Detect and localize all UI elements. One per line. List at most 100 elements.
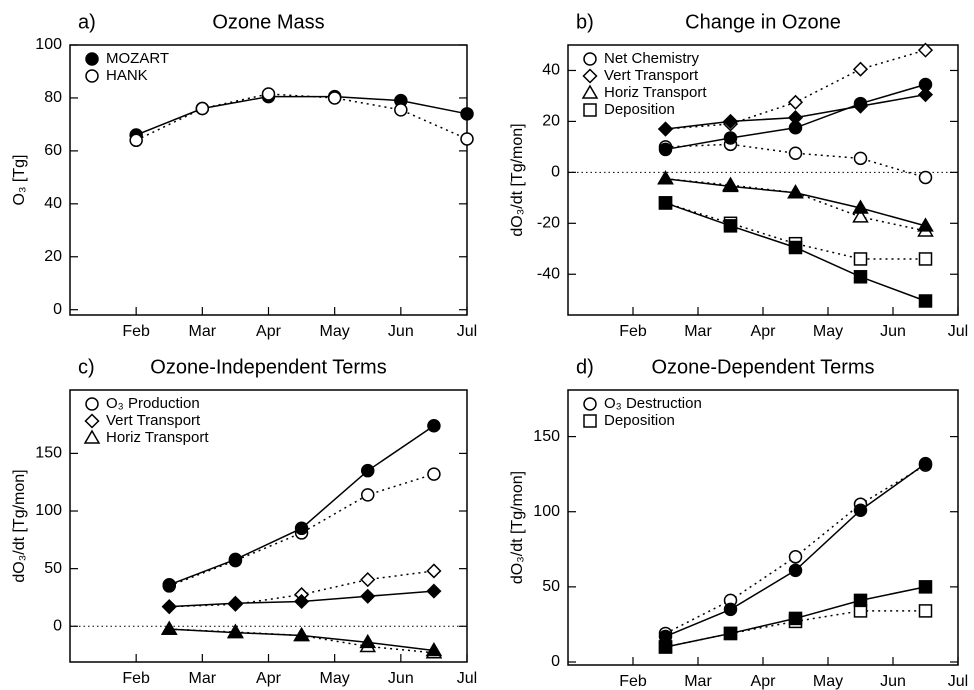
panel: a) Ozone Mass O₃ [Tg] 0 20 40 60 80 100 Feb Mar Apr… — [11, 11, 477, 340]
marker — [293, 627, 310, 642]
legend-label: Vert Transport — [604, 67, 699, 84]
marker — [917, 87, 934, 103]
x-tick-label: May — [320, 670, 350, 687]
marker — [658, 196, 673, 210]
marker — [228, 552, 243, 567]
marker — [658, 640, 673, 654]
marker — [918, 170, 933, 185]
series-line — [665, 463, 926, 638]
marker — [787, 94, 804, 110]
marker — [788, 563, 803, 578]
marker — [294, 593, 310, 610]
legend-label: Deposition — [604, 412, 675, 429]
marker — [788, 146, 803, 161]
panel-label: b) — [576, 11, 594, 33]
x-tick-label: May — [320, 323, 350, 340]
y-tick-label: 100 — [35, 502, 62, 519]
legend-marker — [85, 52, 99, 66]
x-tick-label: Mar — [189, 323, 217, 340]
marker — [722, 113, 739, 129]
legend-label: Horiz Transport — [604, 84, 707, 101]
marker — [723, 131, 738, 145]
y-axis-label: O₃ [Tg] — [11, 155, 28, 206]
x-tick-label: Jul — [948, 673, 968, 690]
x-tick-label: Feb — [122, 670, 150, 687]
plot-frame — [567, 389, 959, 666]
chart-title: Ozone-Dependent Terms — [651, 356, 874, 378]
marker — [327, 91, 342, 105]
y-tick-label: 100 — [533, 503, 560, 520]
marker — [723, 602, 738, 617]
marker — [917, 42, 934, 58]
x-tick-label: Jun — [388, 670, 414, 687]
x-tick-label: Feb — [619, 673, 647, 690]
x-tick-label: Jun — [880, 673, 906, 690]
marker — [917, 217, 934, 232]
x-tick-label: Jul — [457, 670, 477, 687]
legend-marker — [583, 397, 597, 411]
x-tick-label: Mar — [189, 670, 217, 687]
y-tick-label: -40 — [537, 265, 560, 282]
legend-label: Horiz Transport — [106, 429, 209, 446]
legend-label: HANK — [106, 67, 148, 84]
legend-marker — [83, 429, 101, 444]
x-tick-label: Mar — [684, 673, 712, 690]
y-tick-label: 40 — [44, 195, 62, 212]
marker — [918, 252, 933, 266]
legend-label: O₃ Production — [106, 395, 200, 412]
y-axis-label: dO₃/dt [Tg/mon] — [11, 469, 28, 582]
y-tick-label: 150 — [35, 445, 62, 462]
marker — [427, 418, 441, 433]
marker — [359, 633, 377, 649]
marker — [852, 199, 869, 214]
y-tick-label: 0 — [551, 653, 560, 670]
y-axis-label: dO₃/dt [Tg/mon] — [509, 471, 526, 584]
marker — [460, 132, 474, 146]
marker — [723, 626, 738, 641]
legend-marker — [581, 84, 599, 99]
series-line — [168, 425, 435, 586]
marker — [361, 463, 375, 478]
y-tick-label: 100 — [35, 36, 62, 53]
marker — [360, 588, 376, 604]
panel: b) Change in Ozone dO₃/dt [Tg/mon] -40 -20 0 2… — [509, 11, 968, 340]
marker — [918, 456, 933, 471]
legend-marker — [583, 103, 597, 117]
series-line — [665, 464, 926, 635]
series-line — [135, 93, 468, 141]
x-tick-label: May — [813, 323, 843, 340]
marker — [658, 142, 673, 157]
marker — [427, 467, 441, 481]
legend-label: Deposition — [604, 101, 675, 118]
y-tick-label: 20 — [542, 113, 560, 130]
panel: d) Ozone-Dependent Terms dO₃/dt [Tg/mon] 0 5… — [509, 356, 968, 690]
chart-title: Ozone-Independent Terms — [150, 356, 386, 378]
marker — [788, 611, 803, 626]
marker — [853, 151, 868, 166]
y-tick-label: 0 — [53, 301, 62, 318]
y-tick-label: 80 — [44, 89, 62, 106]
marker — [852, 61, 869, 77]
panel-label: d) — [576, 356, 594, 378]
marker — [261, 87, 276, 101]
legend-label: Vert Transport — [106, 412, 201, 429]
x-tick-label: Jul — [948, 323, 968, 340]
marker — [657, 170, 674, 185]
x-tick-label: Apr — [256, 670, 282, 687]
legend-marker — [582, 68, 598, 84]
marker — [426, 583, 442, 599]
legend-label: O₃ Destruction — [604, 395, 702, 412]
marker — [918, 604, 933, 618]
x-tick-label: Apr — [751, 323, 777, 340]
x-tick-label: Feb — [619, 323, 647, 340]
x-tick-label: Feb — [122, 323, 150, 340]
chart-title: Ozone Mass — [212, 11, 324, 33]
marker — [425, 641, 443, 657]
y-tick-label: 150 — [533, 428, 560, 445]
panel: c) Ozone-Independent Terms dO₃/dt [Tg/mon]… — [11, 356, 477, 687]
x-tick-label: Jun — [880, 323, 906, 340]
marker — [852, 98, 869, 114]
legend-marker — [84, 413, 100, 429]
y-tick-label: 50 — [44, 560, 62, 577]
